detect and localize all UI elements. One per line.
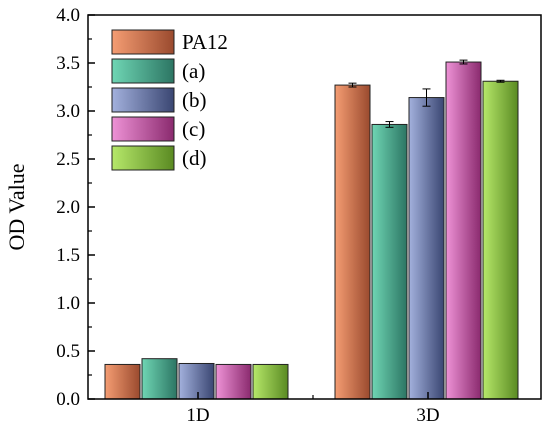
bar-1D-4 — [215, 363, 252, 400]
bar-3D-3 — [408, 97, 445, 400]
bar-3D-4 — [445, 61, 482, 400]
bars-layer — [104, 61, 519, 400]
bar-3D-2 — [371, 123, 408, 400]
y-tick-label: 3.0 — [56, 101, 80, 122]
legend-swatch — [111, 29, 175, 55]
y-tick-label: 3.5 — [56, 53, 80, 74]
legend-swatch — [111, 145, 175, 171]
error-bar-3D-5 — [496, 79, 505, 83]
bar-3D-1 — [334, 84, 371, 400]
x-axis: 1D 3D — [186, 392, 440, 426]
legend-swatch — [111, 87, 175, 113]
x-tick-label-1D: 1D — [186, 405, 209, 426]
y-tick-label: 0.0 — [56, 389, 80, 410]
legend-label: (c) — [182, 117, 205, 141]
error-bar-3D-3 — [422, 88, 431, 107]
legend-swatch — [111, 116, 175, 142]
y-tick-label: 1.0 — [56, 293, 80, 314]
legend-item-1: PA12 — [111, 29, 228, 55]
legend-item-5: (d) — [111, 145, 207, 171]
y-tick-label: 0.5 — [56, 341, 80, 362]
y-axis: 0.0 0.5 1.0 1.5 2.0 2.5 3.0 3.5 4.0 — [56, 5, 95, 410]
error-bars-layer — [348, 59, 505, 128]
y-tick-label: 2.0 — [56, 197, 80, 218]
legend-item-2: (a) — [111, 58, 205, 84]
legend-item-4: (c) — [111, 116, 205, 142]
legend-item-3: (b) — [111, 87, 207, 113]
legend-label: PA12 — [182, 30, 228, 54]
y-tick-label: 4.0 — [56, 5, 80, 26]
bar-1D-2 — [141, 358, 178, 400]
bar-1D-5 — [252, 363, 289, 400]
legend-label: (b) — [182, 88, 207, 112]
x-tick-label-3D: 3D — [416, 405, 439, 426]
bar-1D-1 — [104, 363, 141, 400]
bar-3D-5 — [482, 80, 519, 400]
legend-label: (d) — [182, 146, 207, 170]
bar-1D-3 — [178, 362, 215, 400]
error-bar-3D-1 — [348, 82, 357, 88]
legend-swatch — [111, 58, 175, 84]
y-tick-label: 1.5 — [56, 245, 80, 266]
error-bar-3D-4 — [459, 59, 468, 65]
error-bar-3D-2 — [385, 121, 394, 128]
legend: PA12 (a) (b) (c) (d) — [111, 29, 228, 171]
legend-label: (a) — [182, 59, 205, 83]
y-tick-label: 2.5 — [56, 149, 80, 170]
y-axis-title: OD Value — [4, 164, 29, 251]
